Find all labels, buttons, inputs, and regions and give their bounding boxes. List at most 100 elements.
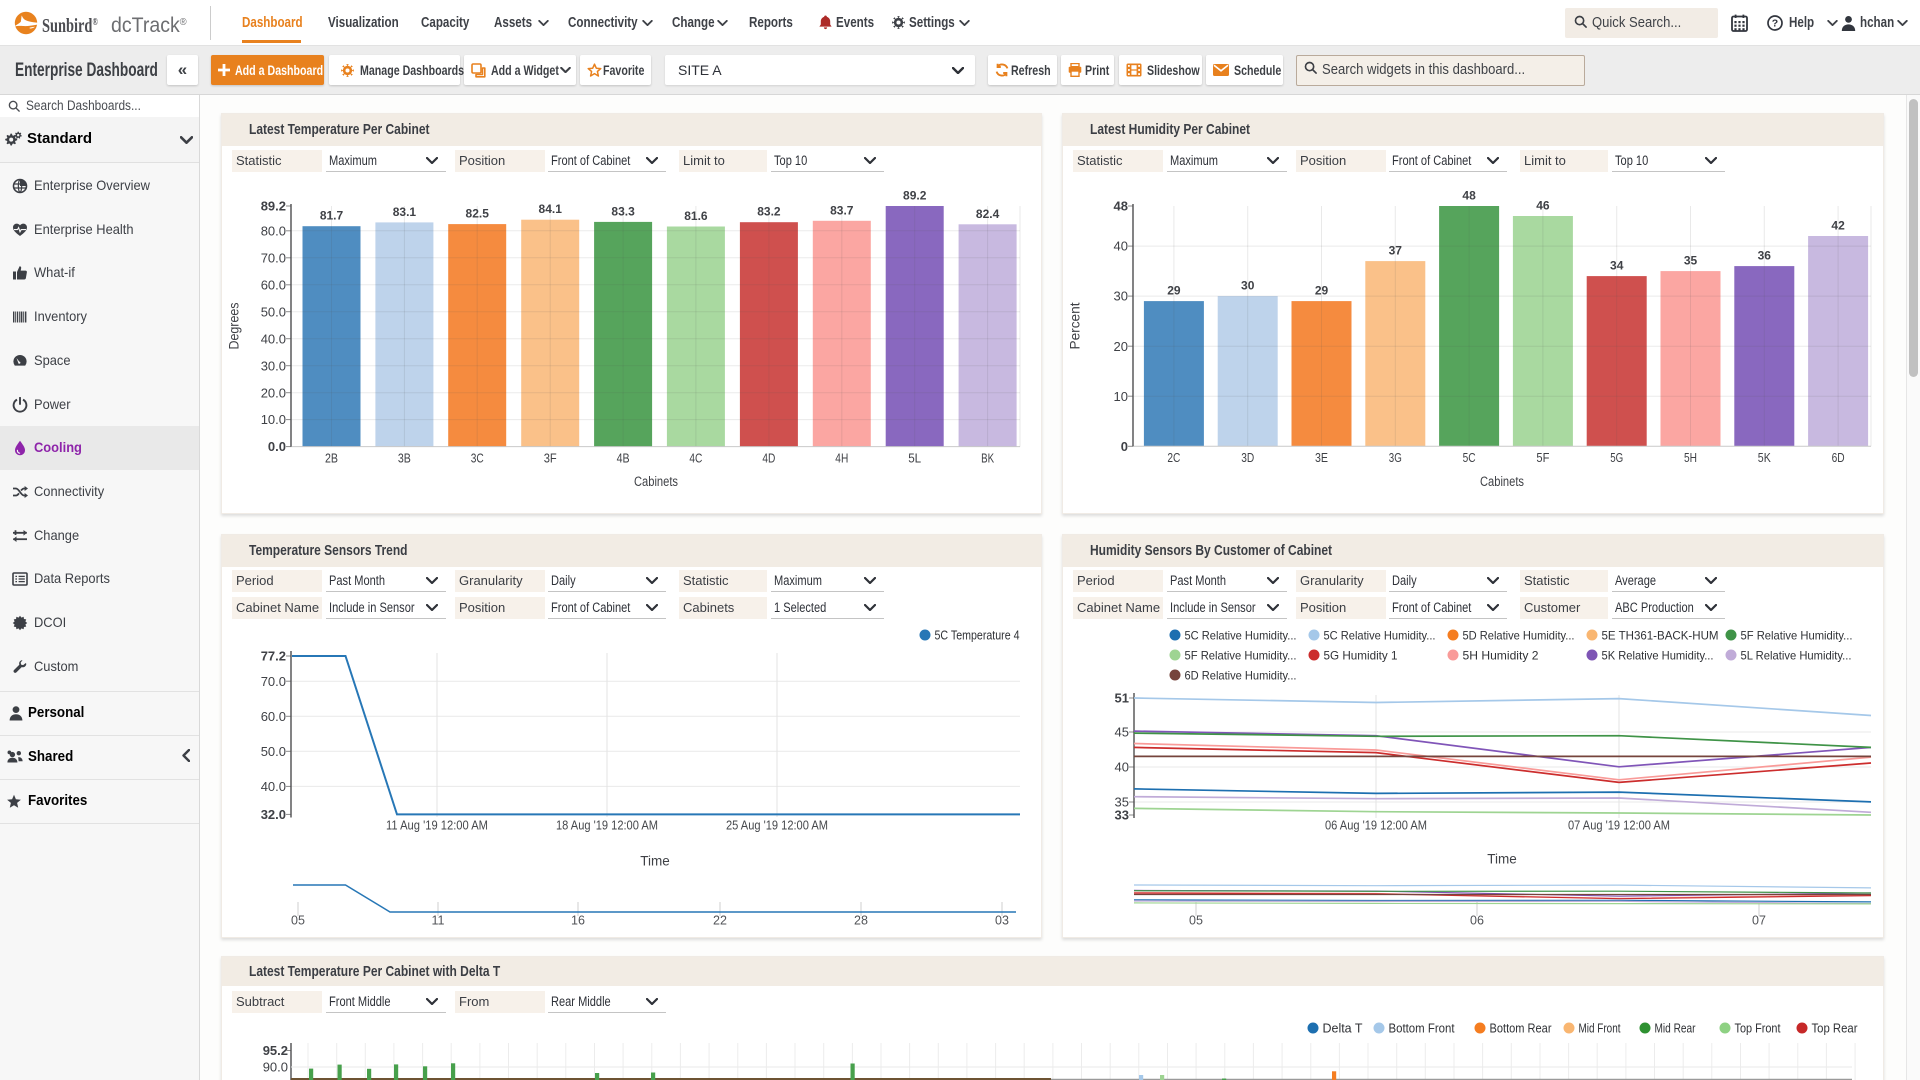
svg-text:4C: 4C [689,450,702,465]
svg-text:50.0: 50.0 [261,744,286,759]
svg-text:5C: 5C [1463,450,1476,465]
svg-text:5K: 5K [1758,450,1771,465]
svg-text:60.0: 60.0 [261,709,286,724]
svg-text:06: 06 [1470,914,1484,928]
svg-text:0.0: 0.0 [268,439,286,454]
svg-text:5F Relative Humidity...: 5F Relative Humidity... [1185,649,1297,663]
svg-text:40.0: 40.0 [261,331,286,346]
svg-text:50.0: 50.0 [261,304,286,319]
svg-text:5H Humidity 2: 5H Humidity 2 [1463,649,1539,663]
svg-text:5G: 5G [1610,450,1623,465]
svg-text:80.0: 80.0 [261,223,286,238]
svg-text:Delta T: Delta T [1323,1022,1363,1036]
svg-text:?: ? [1772,18,1778,30]
svg-text:07: 07 [1752,914,1766,928]
svg-text:5C Relative Humidity...: 5C Relative Humidity... [1324,629,1436,643]
svg-text:Bottom Rear: Bottom Rear [1490,1022,1552,1036]
svg-text:4H: 4H [835,450,848,465]
svg-text:20.0: 20.0 [261,385,286,400]
svg-text:40: 40 [1115,760,1129,775]
svg-text:5G Humidity 1: 5G Humidity 1 [1324,649,1398,663]
svg-text:11 Aug '19 12:00 AM: 11 Aug '19 12:00 AM [386,818,488,833]
svg-text:Bottom Front: Bottom Front [1389,1022,1455,1036]
svg-text:5F Relative Humidity...: 5F Relative Humidity... [1741,629,1853,643]
svg-text:5C Relative Humidity...: 5C Relative Humidity... [1185,629,1297,643]
svg-text:32.0: 32.0 [261,807,286,822]
svg-text:45: 45 [1115,725,1129,740]
svg-text:Cabinets: Cabinets [634,474,678,489]
svg-text:3B: 3B [398,450,411,465]
svg-text:4B: 4B [617,450,630,465]
svg-text:48: 48 [1462,189,1476,203]
svg-text:46: 46 [1536,199,1550,213]
svg-text:Degrees: Degrees [227,302,242,349]
svg-text:37: 37 [1389,244,1403,258]
svg-text:3C: 3C [471,450,484,465]
svg-text:6D: 6D [1832,450,1845,465]
svg-text:90.0: 90.0 [263,1060,288,1075]
svg-text:84.1: 84.1 [539,202,563,216]
svg-text:81.7: 81.7 [320,209,344,223]
svg-text:82.5: 82.5 [466,207,490,221]
svg-text:48: 48 [1114,199,1128,214]
svg-text:81.6: 81.6 [684,209,708,223]
svg-text:89.2: 89.2 [261,199,286,214]
svg-text:20: 20 [1114,339,1128,354]
svg-text:11: 11 [432,914,445,928]
svg-text:05: 05 [291,914,305,928]
svg-text:30.0: 30.0 [261,358,286,373]
svg-text:30: 30 [1241,279,1255,293]
svg-text:05: 05 [1189,914,1203,928]
svg-text:25 Aug '19 12:00 AM: 25 Aug '19 12:00 AM [726,818,828,833]
svg-text:42: 42 [1831,219,1845,233]
svg-text:5D Relative Humidity...: 5D Relative Humidity... [1463,629,1575,643]
svg-text:3E: 3E [1315,450,1328,465]
svg-text:Time: Time [1487,852,1517,867]
svg-text:5F: 5F [1536,450,1549,465]
svg-text:60.0: 60.0 [261,277,286,292]
svg-text:0: 0 [1121,439,1128,454]
svg-text:36: 36 [1758,249,1772,263]
svg-text:95.2: 95.2 [263,1043,288,1058]
svg-text:BK: BK [981,450,994,465]
svg-text:07 Aug '19 12:00 AM: 07 Aug '19 12:00 AM [1568,818,1670,833]
svg-text:70.0: 70.0 [261,250,286,265]
svg-text:10.0: 10.0 [261,412,286,427]
svg-text:Mid Rear: Mid Rear [1655,1022,1696,1036]
svg-text:29: 29 [1315,284,1329,298]
svg-text:5K Relative Humidity...: 5K Relative Humidity... [1602,649,1714,663]
svg-text:5C Temperature 4: 5C Temperature 4 [935,629,1020,643]
svg-text:18 Aug '19 12:00 AM: 18 Aug '19 12:00 AM [556,818,658,833]
svg-text:35: 35 [1684,254,1698,268]
svg-text:16: 16 [571,914,585,928]
svg-text:Percent: Percent [1068,302,1083,349]
svg-text:83.2: 83.2 [757,205,781,219]
svg-text:28: 28 [854,914,868,928]
svg-text:10: 10 [1114,389,1128,404]
svg-text:30: 30 [1114,289,1128,304]
svg-text:Top Front: Top Front [1735,1022,1781,1036]
svg-text:Mid Front: Mid Front [1579,1022,1621,1036]
svg-text:Time: Time [640,854,670,869]
svg-text:5H: 5H [1684,450,1697,465]
svg-text:Top Rear: Top Rear [1812,1022,1858,1036]
svg-text:5E TH361-BACK-HUM: 5E TH361-BACK-HUM [1602,629,1719,643]
svg-text:3F: 3F [544,450,557,465]
svg-text:3G: 3G [1389,450,1402,465]
svg-text:83.7: 83.7 [830,203,854,217]
svg-text:33: 33 [1115,808,1129,823]
svg-text:77.2: 77.2 [261,649,286,664]
svg-text:51: 51 [1115,691,1129,706]
svg-text:70.0: 70.0 [261,674,286,689]
svg-text:83.1: 83.1 [393,205,417,219]
svg-text:6D Relative Humidity...: 6D Relative Humidity... [1185,669,1297,683]
svg-text:06 Aug '19 12:00 AM: 06 Aug '19 12:00 AM [1325,818,1427,833]
svg-text:3D: 3D [1241,450,1254,465]
svg-text:82.4: 82.4 [976,207,1000,221]
svg-text:2C: 2C [1167,450,1180,465]
svg-text:5L Relative Humidity...: 5L Relative Humidity... [1741,649,1852,663]
svg-text:5L: 5L [908,450,921,465]
svg-text:35: 35 [1115,795,1129,810]
svg-text:40: 40 [1114,239,1128,254]
svg-text:03: 03 [995,914,1009,928]
